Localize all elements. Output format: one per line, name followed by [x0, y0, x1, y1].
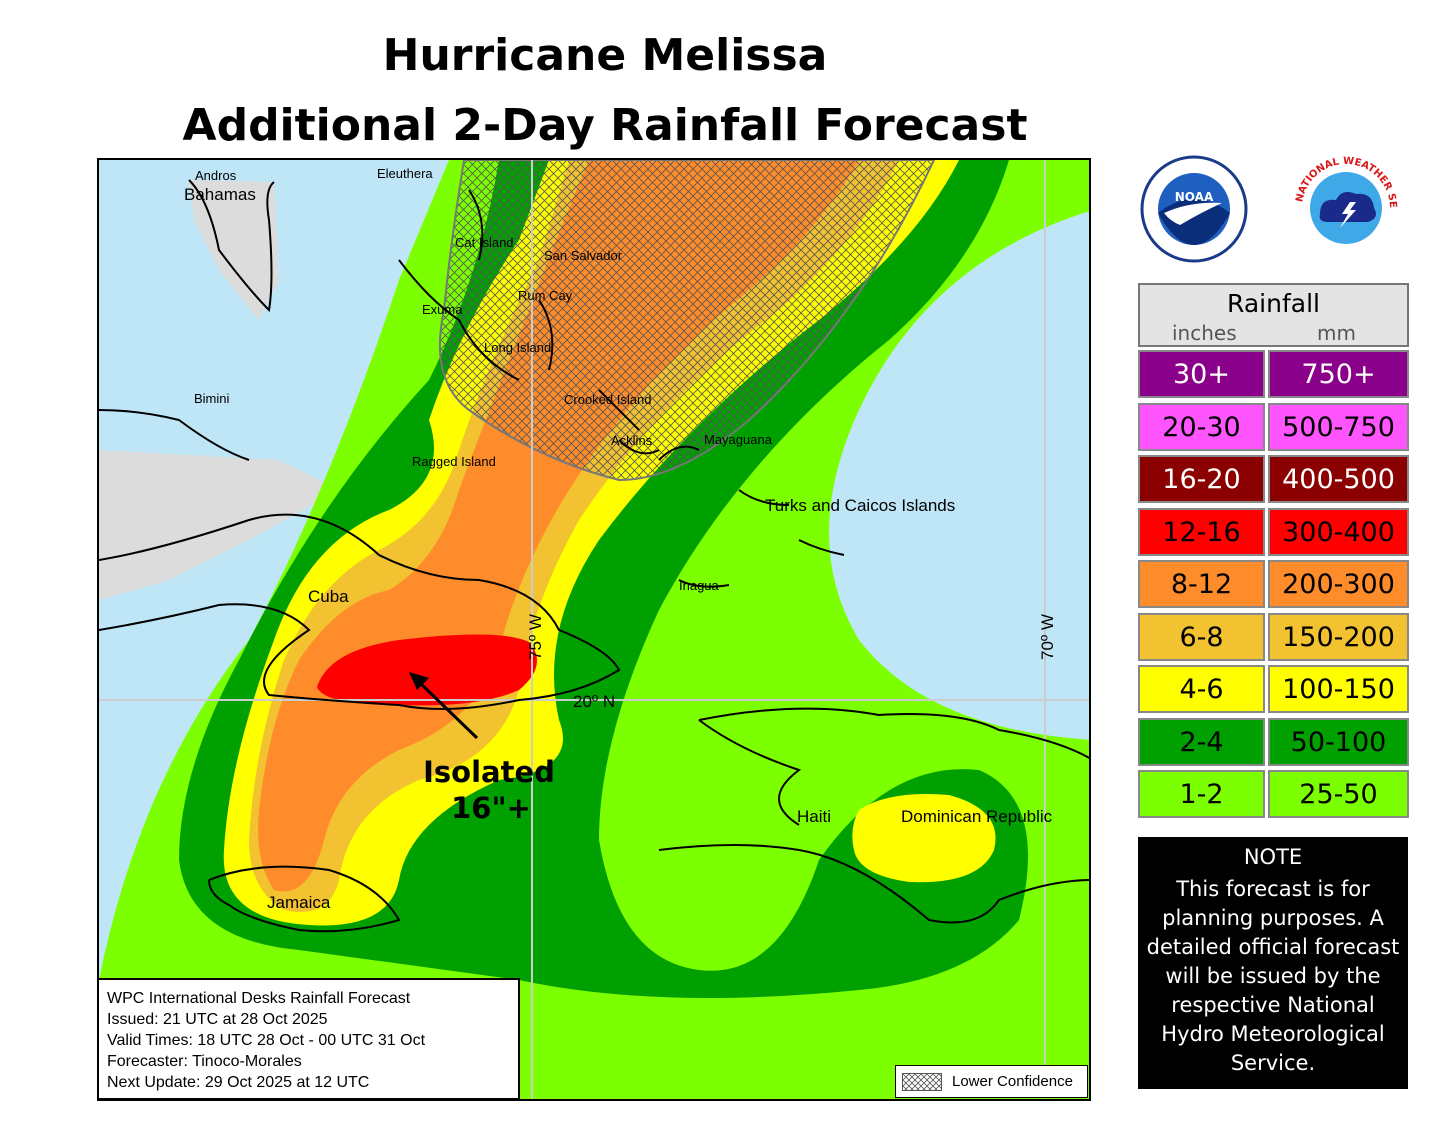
hispaniola-coast: [658, 707, 1089, 924]
label-jamaica: Jamaica: [267, 893, 331, 912]
legend-inches-cell: 6-8: [1138, 613, 1265, 661]
lower-confidence-legend: Lower Confidence: [895, 1065, 1088, 1098]
legend-title: Rainfall: [1227, 289, 1320, 318]
legend-inches-cell: 20-30: [1138, 403, 1265, 451]
nws-logo: NATIONAL WEATHER SERVICE: [1286, 144, 1402, 264]
legend-mm-cell: 200-300: [1268, 560, 1409, 608]
legend-inches-cell: 4-6: [1138, 665, 1265, 713]
label-mayaguana: Mayaguana: [704, 432, 773, 447]
note-title: NOTE: [1243, 845, 1303, 869]
legend-inches-cell: 8-12: [1138, 560, 1265, 608]
legend-mm-cell: 300-400: [1268, 508, 1409, 556]
legend-mm-cell: 150-200: [1268, 613, 1409, 661]
legend-unit-inches: inches: [1172, 321, 1237, 345]
label-cat-island: Cat Island: [455, 235, 514, 250]
hatch-swatch: [902, 1072, 942, 1091]
label-crooked-island: Crooked Island: [564, 392, 651, 407]
legend-mm-cell: 50-100: [1268, 718, 1409, 766]
legend-mm-cell: 750+: [1268, 350, 1409, 398]
label-haiti: Haiti: [797, 807, 831, 826]
noaa-logo-text: NOAA: [1175, 190, 1214, 204]
label-andros: Andros: [195, 168, 237, 183]
rain-4-6-dr: [852, 794, 996, 883]
legend-inches-cell: 30+: [1138, 350, 1265, 398]
legend-inches-cell: 2-4: [1138, 718, 1265, 766]
legend-mm-cell: 400-500: [1268, 455, 1409, 503]
bimini-coast: [99, 409, 250, 461]
info-line-1: WPC International Desks Rainfall Forecas…: [107, 990, 411, 1007]
forecast-info-box: WPC International Desks Rainfall Forecas…: [97, 978, 520, 1100]
legend-mm-cell: 100-150: [1268, 665, 1409, 713]
legend-inches-cell: 1-2: [1138, 770, 1265, 818]
jamaica-coast: [208, 865, 401, 933]
label-rum-cay: Rum Cay: [518, 288, 573, 303]
legend-mm-cell: 25-50: [1268, 770, 1409, 818]
label-san-salvador: San Salvador: [544, 248, 623, 263]
florida-coast: [188, 179, 275, 313]
label-inagua: Inagua: [679, 578, 720, 593]
florida-land: [189, 180, 279, 320]
note-box: NOTE This forecast is for planning purpo…: [1138, 837, 1408, 1089]
label-turks-caicos: Turks and Caicos Islands: [765, 496, 955, 515]
bahamas-coast: [398, 189, 845, 588]
annotation-line-2: 16"+: [451, 791, 531, 825]
rain-8-12: [258, 160, 859, 892]
label-acklins: Acklins: [611, 433, 653, 448]
label-bimini: Bimini: [194, 391, 230, 406]
lower-confidence-label: Lower Confidence: [952, 1073, 1073, 1090]
title-line-2: Additional 2-Day Rainfall Forecast: [182, 100, 1028, 151]
legend-unit-mm: mm: [1317, 321, 1356, 345]
info-line-2: Issued: 21 UTC at 28 Oct 2025: [107, 1011, 328, 1028]
lower-confidence-area: [438, 160, 936, 482]
label-lon-75w: 75º W: [526, 614, 545, 660]
label-long-island: Long Island: [484, 340, 551, 355]
label-ragged-island: Ragged Island: [412, 454, 496, 469]
info-line-5: Next Update: 29 Oct 2025 at 12 UTC: [107, 1074, 370, 1091]
noaa-logo: NOAA: [1140, 155, 1248, 263]
label-bahamas: Bahamas: [184, 185, 256, 204]
legend-inches-cell: 12-16: [1138, 508, 1265, 556]
label-exuma: Exuma: [422, 302, 463, 317]
note-text: This forecast is for planning purposes. …: [1146, 877, 1400, 1075]
legend-inches-cell: 16-20: [1138, 455, 1265, 503]
label-dominican-republic: Dominican Republic: [901, 807, 1053, 826]
annotation-line-1: Isolated: [423, 755, 555, 789]
label-lon-70w: 70º W: [1038, 614, 1057, 660]
legend-mm-cell: 500-750: [1268, 403, 1409, 451]
rainfall-map: Andros Bahamas Eleuthera Cat Island San …: [97, 158, 1091, 1101]
label-cuba: Cuba: [308, 587, 349, 606]
rain-12-16: [317, 634, 537, 706]
cuba-west-land: [99, 450, 339, 600]
info-line-4: Forecaster: Tinoco-Morales: [107, 1053, 302, 1070]
info-line-3: Valid Times: 18 UTC 28 Oct - 00 UTC 31 O…: [107, 1032, 426, 1049]
cuba-coast: [99, 513, 621, 710]
label-eleuthera: Eleuthera: [377, 166, 433, 181]
label-lat-20n: 20º N: [573, 692, 615, 711]
title-line-1: Hurricane Melissa: [382, 30, 828, 81]
legend-header: Rainfall inches mm: [1138, 283, 1409, 347]
